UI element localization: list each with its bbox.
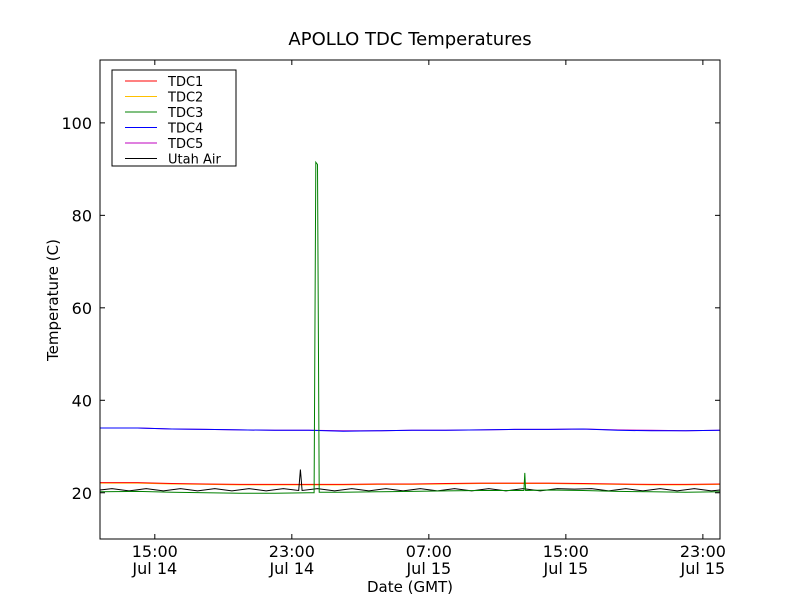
legend-label: TDC5	[167, 137, 203, 152]
y-tick-label: 100	[61, 114, 92, 133]
legend-label: TDC4	[167, 122, 203, 137]
x-tick-label-time: 23:00	[680, 542, 726, 561]
legend-box	[111, 69, 237, 167]
legend-label: TDC3	[167, 106, 203, 121]
legend-label: Utah Air	[168, 153, 221, 168]
x-tick-label-date: Jul 15	[405, 559, 451, 578]
legend-label: TDC2	[167, 91, 203, 106]
y-tick-label: 80	[72, 206, 92, 225]
y-tick-label: 40	[72, 391, 92, 410]
series-line-tdc1	[100, 482, 721, 485]
series-line-tdc3	[99, 160, 721, 494]
chart-title: APOLLO TDC Temperatures	[288, 29, 531, 50]
x-tick-label-time: 15:00	[543, 542, 589, 561]
x-tick-label-date: Jul 15	[679, 559, 725, 578]
x-tick-label-date: Jul 14	[131, 559, 177, 578]
x-axis-label: Date (GMT)	[367, 578, 453, 596]
series-line-utah-air	[99, 469, 721, 492]
x-tick-label-time: 23:00	[269, 542, 315, 561]
y-tick-label: 20	[72, 484, 92, 503]
y-axis-label: Temperature (C)	[44, 239, 62, 362]
plot-frame	[99, 59, 721, 540]
x-tick-label-time: 15:00	[132, 542, 178, 561]
x-tick-label-date: Jul 15	[542, 559, 588, 578]
y-tick-label: 60	[72, 299, 92, 318]
series-line-tdc4	[100, 427, 721, 432]
legend-label: TDC1	[167, 75, 203, 90]
x-tick-label-time: 07:00	[406, 542, 452, 561]
x-tick-label-date: Jul 14	[268, 559, 314, 578]
